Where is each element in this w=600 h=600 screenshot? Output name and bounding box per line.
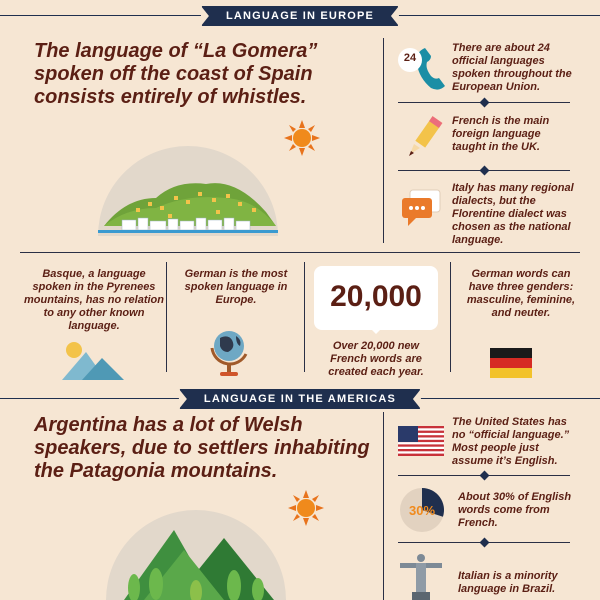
fact-english-from-french: About 30% of English words come from Fre…	[458, 491, 572, 529]
europe-middle-top-line	[20, 252, 580, 253]
fact-us-official-language: The United States has no “official langu…	[452, 416, 570, 467]
divider	[166, 262, 167, 372]
big-number: 20,000	[330, 280, 422, 313]
christ-statue-icon	[400, 554, 442, 600]
number-callout	[314, 266, 438, 330]
island-icon	[98, 146, 278, 236]
globe-icon	[210, 331, 248, 376]
fact-german-genders: German words can have three genders: mas…	[466, 268, 576, 319]
americas-headline: Argentina has a lot of Welsh speakers, d…	[34, 414, 370, 482]
forest-mountains-icon	[106, 510, 286, 600]
americas-banner-title: LANGUAGE IN THE AMERICAS	[178, 389, 422, 409]
fact-italy-dialects: Italy has many regional dialects, but th…	[452, 182, 574, 246]
separator-diamond	[479, 97, 490, 108]
fact-official-languages: There are about 24 official languages sp…	[452, 42, 572, 93]
german-flag-icon	[490, 348, 532, 378]
europe-banner-title: LANGUAGE IN EUROPE	[200, 6, 400, 26]
fact-french-uk: French is the main foreign language taug…	[452, 115, 550, 153]
phone-badge: 24	[403, 52, 417, 64]
europe-right-divider	[383, 38, 384, 243]
us-flag-icon	[398, 426, 444, 456]
separator-diamond	[479, 165, 490, 176]
sun-icon	[284, 120, 320, 156]
separator-diamond	[479, 537, 490, 548]
phone-icon: 24	[395, 44, 451, 94]
americas-right-divider	[383, 412, 384, 600]
mountain-icon	[62, 342, 124, 380]
callout-pointer	[368, 326, 384, 334]
divider	[304, 262, 305, 372]
americas-banner: LANGUAGE IN THE AMERICAS	[0, 388, 600, 410]
fact-german-most-spoken: German is the most spoken language in Eu…	[184, 268, 288, 306]
pie-label: 30%	[408, 503, 436, 518]
divider	[450, 262, 451, 372]
chat-bubble-icon	[402, 189, 441, 226]
separator-diamond	[479, 470, 490, 481]
sun-icon	[288, 490, 324, 526]
fact-basque: Basque, a language spoken in the Pyrenee…	[24, 268, 164, 332]
pencil-icon	[409, 116, 443, 156]
europe-banner: LANGUAGE IN EUROPE	[0, 5, 600, 27]
fact-italian-brazil: Italian is a minority language in Brazil…	[458, 570, 558, 595]
pie-chart-icon	[400, 488, 444, 532]
europe-headline: The language of “La Gomera” spoken off t…	[34, 40, 318, 108]
fact-new-french-words: Over 20,000 new French words are created…	[328, 340, 424, 378]
